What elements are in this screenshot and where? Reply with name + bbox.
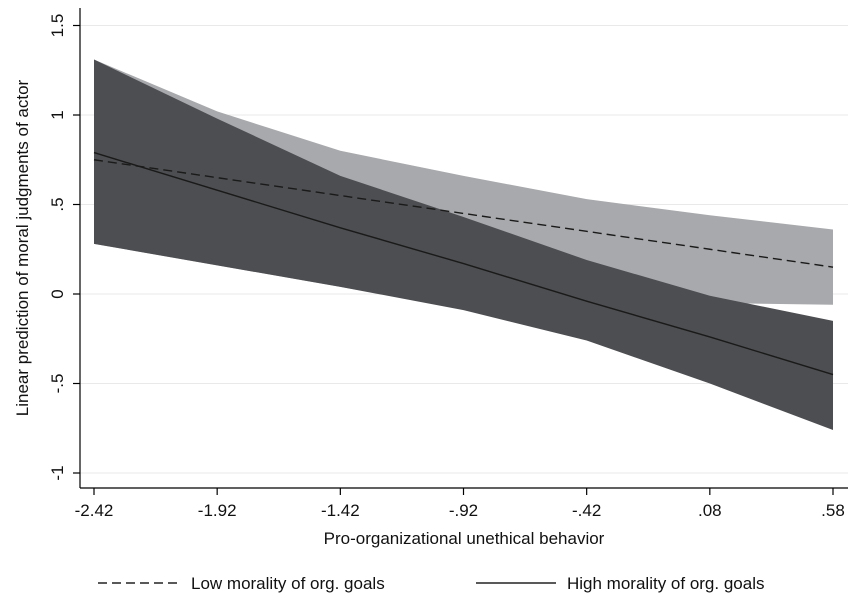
y-axis-ticks: -1 -.5 0 .5 1 1.5 bbox=[48, 14, 80, 481]
x-tick-label: -1.42 bbox=[321, 501, 360, 520]
x-axis-ticks: -2.42 -1.92 -1.42 -.92 -.42 .08 .58 bbox=[75, 488, 845, 520]
x-tick-label: .08 bbox=[698, 501, 722, 520]
y-tick-label: -1 bbox=[48, 465, 67, 480]
y-tick-label: .5 bbox=[48, 197, 67, 211]
y-tick-label: -.5 bbox=[48, 374, 67, 394]
y-tick-label: 1 bbox=[48, 110, 67, 119]
line-low-morality-of-org-goals bbox=[93, 159, 834, 268]
y-axis-title: Linear prediction of moral judgments of … bbox=[13, 79, 32, 416]
legend-label-low-morality: Low morality of org. goals bbox=[191, 574, 385, 593]
legend: Low morality of org. goals High morality… bbox=[98, 574, 764, 593]
x-tick-label: -2.42 bbox=[75, 501, 114, 520]
x-tick-label: -.92 bbox=[449, 501, 478, 520]
x-tick-label: .58 bbox=[821, 501, 845, 520]
y-tick-label: 0 bbox=[48, 289, 67, 298]
series-lines bbox=[93, 151, 834, 376]
x-tick-label: -1.92 bbox=[198, 501, 237, 520]
x-axis-title: Pro-organizational unethical behavior bbox=[324, 529, 605, 548]
y-tick-label: 1.5 bbox=[48, 14, 67, 38]
ci-band-high-morality-of-org-goals bbox=[94, 59, 833, 431]
confidence-bands bbox=[94, 59, 833, 431]
line-high-morality-of-org-goals bbox=[93, 151, 834, 376]
legend-label-high-morality: High morality of org. goals bbox=[567, 574, 764, 593]
x-tick-label: -.42 bbox=[572, 501, 601, 520]
